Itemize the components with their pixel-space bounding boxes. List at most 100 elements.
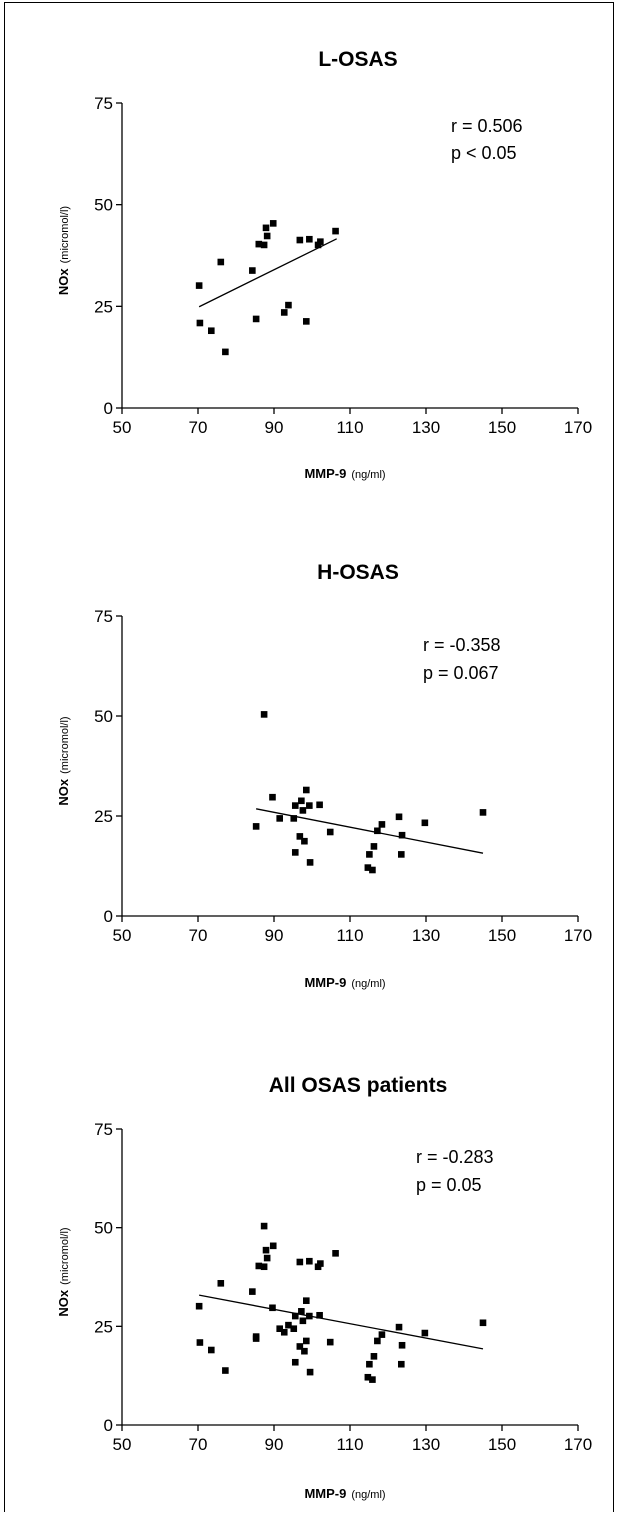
y-tick-label: 25 <box>94 297 113 316</box>
data-point <box>370 843 378 850</box>
y-axis-label: NOx (micromol/l) <box>56 716 71 805</box>
x-tick-label: 170 <box>564 418 592 437</box>
x-tick-label: 50 <box>113 1435 132 1454</box>
data-point <box>296 1343 304 1350</box>
data-point <box>374 827 381 835</box>
data-point <box>364 1373 372 1381</box>
data-point <box>217 1280 225 1287</box>
data-point <box>269 793 276 801</box>
x-tick-label: 70 <box>189 1435 208 1454</box>
y-axis-label-name: NOx <box>56 268 71 296</box>
data-point <box>217 258 225 266</box>
x-tick-label: 110 <box>336 926 363 945</box>
data-point <box>255 240 263 248</box>
data-point <box>332 227 339 235</box>
data-point <box>301 1347 308 1355</box>
data-point <box>260 1263 268 1271</box>
data-point <box>370 1353 378 1360</box>
data-point <box>316 801 323 809</box>
data-point <box>398 851 405 858</box>
x-tick-label: 50 <box>113 418 132 437</box>
regression-line <box>198 238 337 308</box>
data-point <box>269 1242 277 1250</box>
x-axis-label-unit: (ng/ml) <box>351 1489 385 1501</box>
data-point <box>269 220 277 227</box>
data-point <box>317 238 324 245</box>
x-tick-label: 110 <box>336 1435 363 1454</box>
chart-title: All OSAS patients <box>269 1074 448 1097</box>
data-point <box>296 236 304 244</box>
data-point <box>398 1341 406 1349</box>
data-point <box>317 1260 324 1267</box>
x-tick-label: 150 <box>488 1435 516 1454</box>
data-point <box>296 1258 304 1266</box>
chart-title: L-OSAS <box>318 48 397 71</box>
x-axis-label: MMP-9 (ng/ml) <box>304 975 385 990</box>
correlation-r-value: r = -0.358 <box>423 635 501 655</box>
data-point <box>255 1262 263 1270</box>
data-point <box>306 1312 313 1320</box>
data-point <box>252 823 260 830</box>
data-point <box>301 837 308 845</box>
data-point <box>398 831 406 839</box>
data-point <box>369 1376 376 1383</box>
data-point <box>479 809 487 816</box>
x-tick-label: 170 <box>564 1435 592 1454</box>
y-tick-label: 0 <box>104 907 113 926</box>
data-point <box>421 819 429 827</box>
data-point <box>299 1317 307 1325</box>
x-tick-label: 70 <box>189 926 208 945</box>
data-point <box>369 866 376 874</box>
data-point <box>291 802 299 809</box>
y-tick-label: 50 <box>94 1219 113 1238</box>
data-point <box>378 821 386 828</box>
data-point <box>276 815 283 822</box>
data-point <box>252 1333 260 1340</box>
correlation-p-value: p < 0.05 <box>451 143 517 163</box>
data-point <box>222 348 229 356</box>
data-point <box>208 1346 215 1354</box>
x-tick-label: 110 <box>336 418 363 437</box>
chart-title: H-OSAS <box>317 561 399 584</box>
data-point <box>290 815 298 822</box>
data-point <box>366 851 373 858</box>
data-point <box>260 241 268 249</box>
data-point <box>196 319 204 327</box>
y-axis-label-unit: (micromol/l) <box>59 206 71 263</box>
x-axis-label-unit: (ng/ml) <box>351 469 385 481</box>
correlation-r-value: r = -0.283 <box>416 1147 494 1167</box>
y-axis-label-unit: (micromol/l) <box>59 1227 71 1284</box>
data-point <box>398 1360 405 1368</box>
data-point <box>374 1337 381 1345</box>
y-axis-label-unit: (micromol/l) <box>59 716 71 773</box>
x-axis-label-unit: (ng/ml) <box>351 978 385 990</box>
correlation-r-value: r = 0.506 <box>451 116 523 136</box>
data-point <box>280 309 288 316</box>
data-point <box>298 797 305 805</box>
data-point <box>326 828 334 836</box>
y-axis-label: NOx (micromol/l) <box>56 206 71 295</box>
data-point <box>285 301 292 309</box>
x-tick-label: 90 <box>265 1435 284 1454</box>
data-point <box>208 327 215 335</box>
data-point <box>260 1222 268 1230</box>
data-point <box>263 1254 271 1262</box>
x-tick-label: 150 <box>488 418 516 437</box>
data-point <box>326 1338 334 1346</box>
data-point <box>249 1288 256 1295</box>
x-tick-label: 70 <box>189 418 208 437</box>
data-point <box>316 1311 323 1319</box>
x-tick-label: 90 <box>265 926 284 945</box>
x-tick-label: 130 <box>412 926 440 945</box>
data-point <box>332 1250 339 1257</box>
correlation-p-value: p = 0.05 <box>416 1175 482 1195</box>
data-point <box>290 1325 298 1333</box>
data-point <box>262 224 270 232</box>
x-axis-label: MMP-9 (ng/ml) <box>304 466 385 481</box>
data-point <box>285 1321 292 1329</box>
y-axis-label: NOx (micromol/l) <box>56 1227 71 1316</box>
data-point <box>303 786 310 794</box>
y-tick-label: 50 <box>94 196 113 215</box>
data-point <box>291 1312 299 1320</box>
